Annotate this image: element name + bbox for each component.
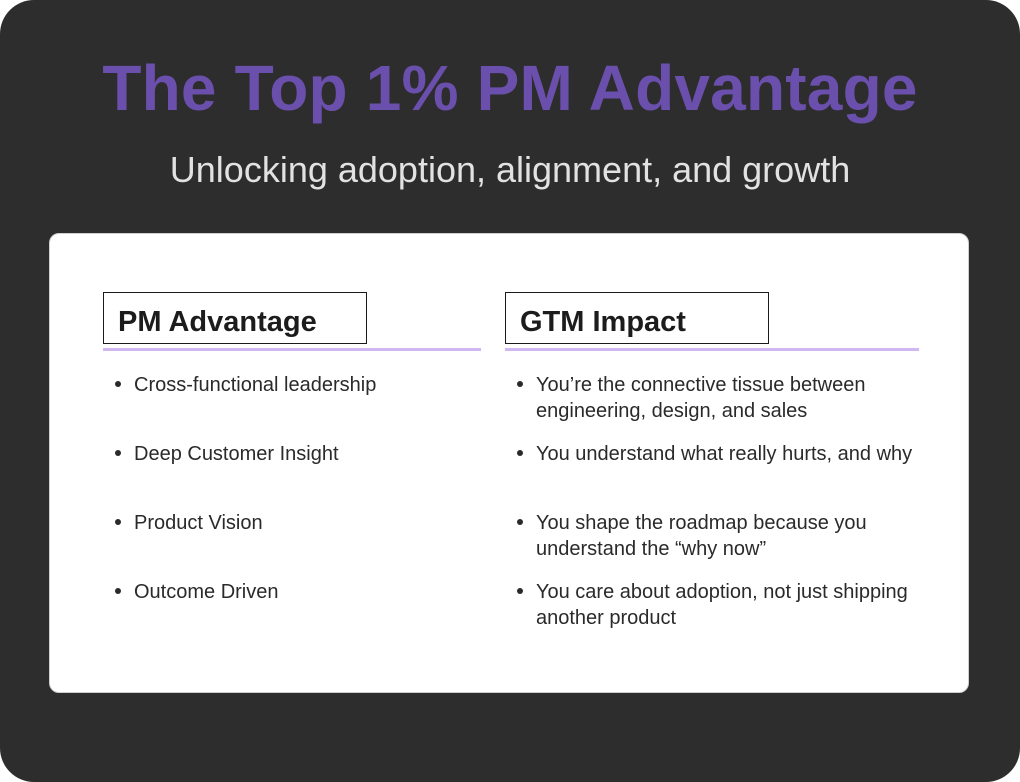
bullet-dot [517, 381, 523, 387]
gtm-impact-column: GTM Impact You’re the connective tissue … [505, 292, 919, 629]
column-heading: PM Advantage [103, 292, 367, 344]
list-item-text: Cross-functional leadership [134, 374, 377, 396]
column-heading: GTM Impact [505, 292, 769, 344]
page-title: The Top 1% PM Advantage [102, 52, 918, 124]
bullet-dot [517, 519, 523, 525]
bullet-dot [115, 588, 121, 594]
list-item-text: Deep Customer Insight [134, 443, 339, 465]
list-item-text: You shape the roadmap because you unders… [536, 512, 867, 560]
list-item-text: Outcome Driven [134, 581, 279, 603]
content-card: PM Advantage Cross-functional leadership… [49, 233, 969, 693]
bullet-dot [517, 450, 523, 456]
bullet-dot [517, 588, 523, 594]
column-heading-row: GTM Impact [505, 292, 919, 351]
page-subtitle: Unlocking adoption, alignment, and growt… [169, 149, 851, 190]
column-heading-row: PM Advantage [103, 292, 481, 351]
bullet-dot [115, 450, 121, 456]
list-item-text: Product Vision [134, 512, 263, 534]
list-item-text: You understand what really hurts, and wh… [536, 443, 913, 465]
list-item-text: You’re the connective tissue between eng… [536, 374, 866, 422]
bullet-dot [115, 381, 121, 387]
pm-advantage-column: PM Advantage Cross-functional leadership… [103, 292, 481, 603]
list-item-text: You care about adoption, not just shippi… [536, 581, 908, 629]
bullet-dot [115, 519, 121, 525]
